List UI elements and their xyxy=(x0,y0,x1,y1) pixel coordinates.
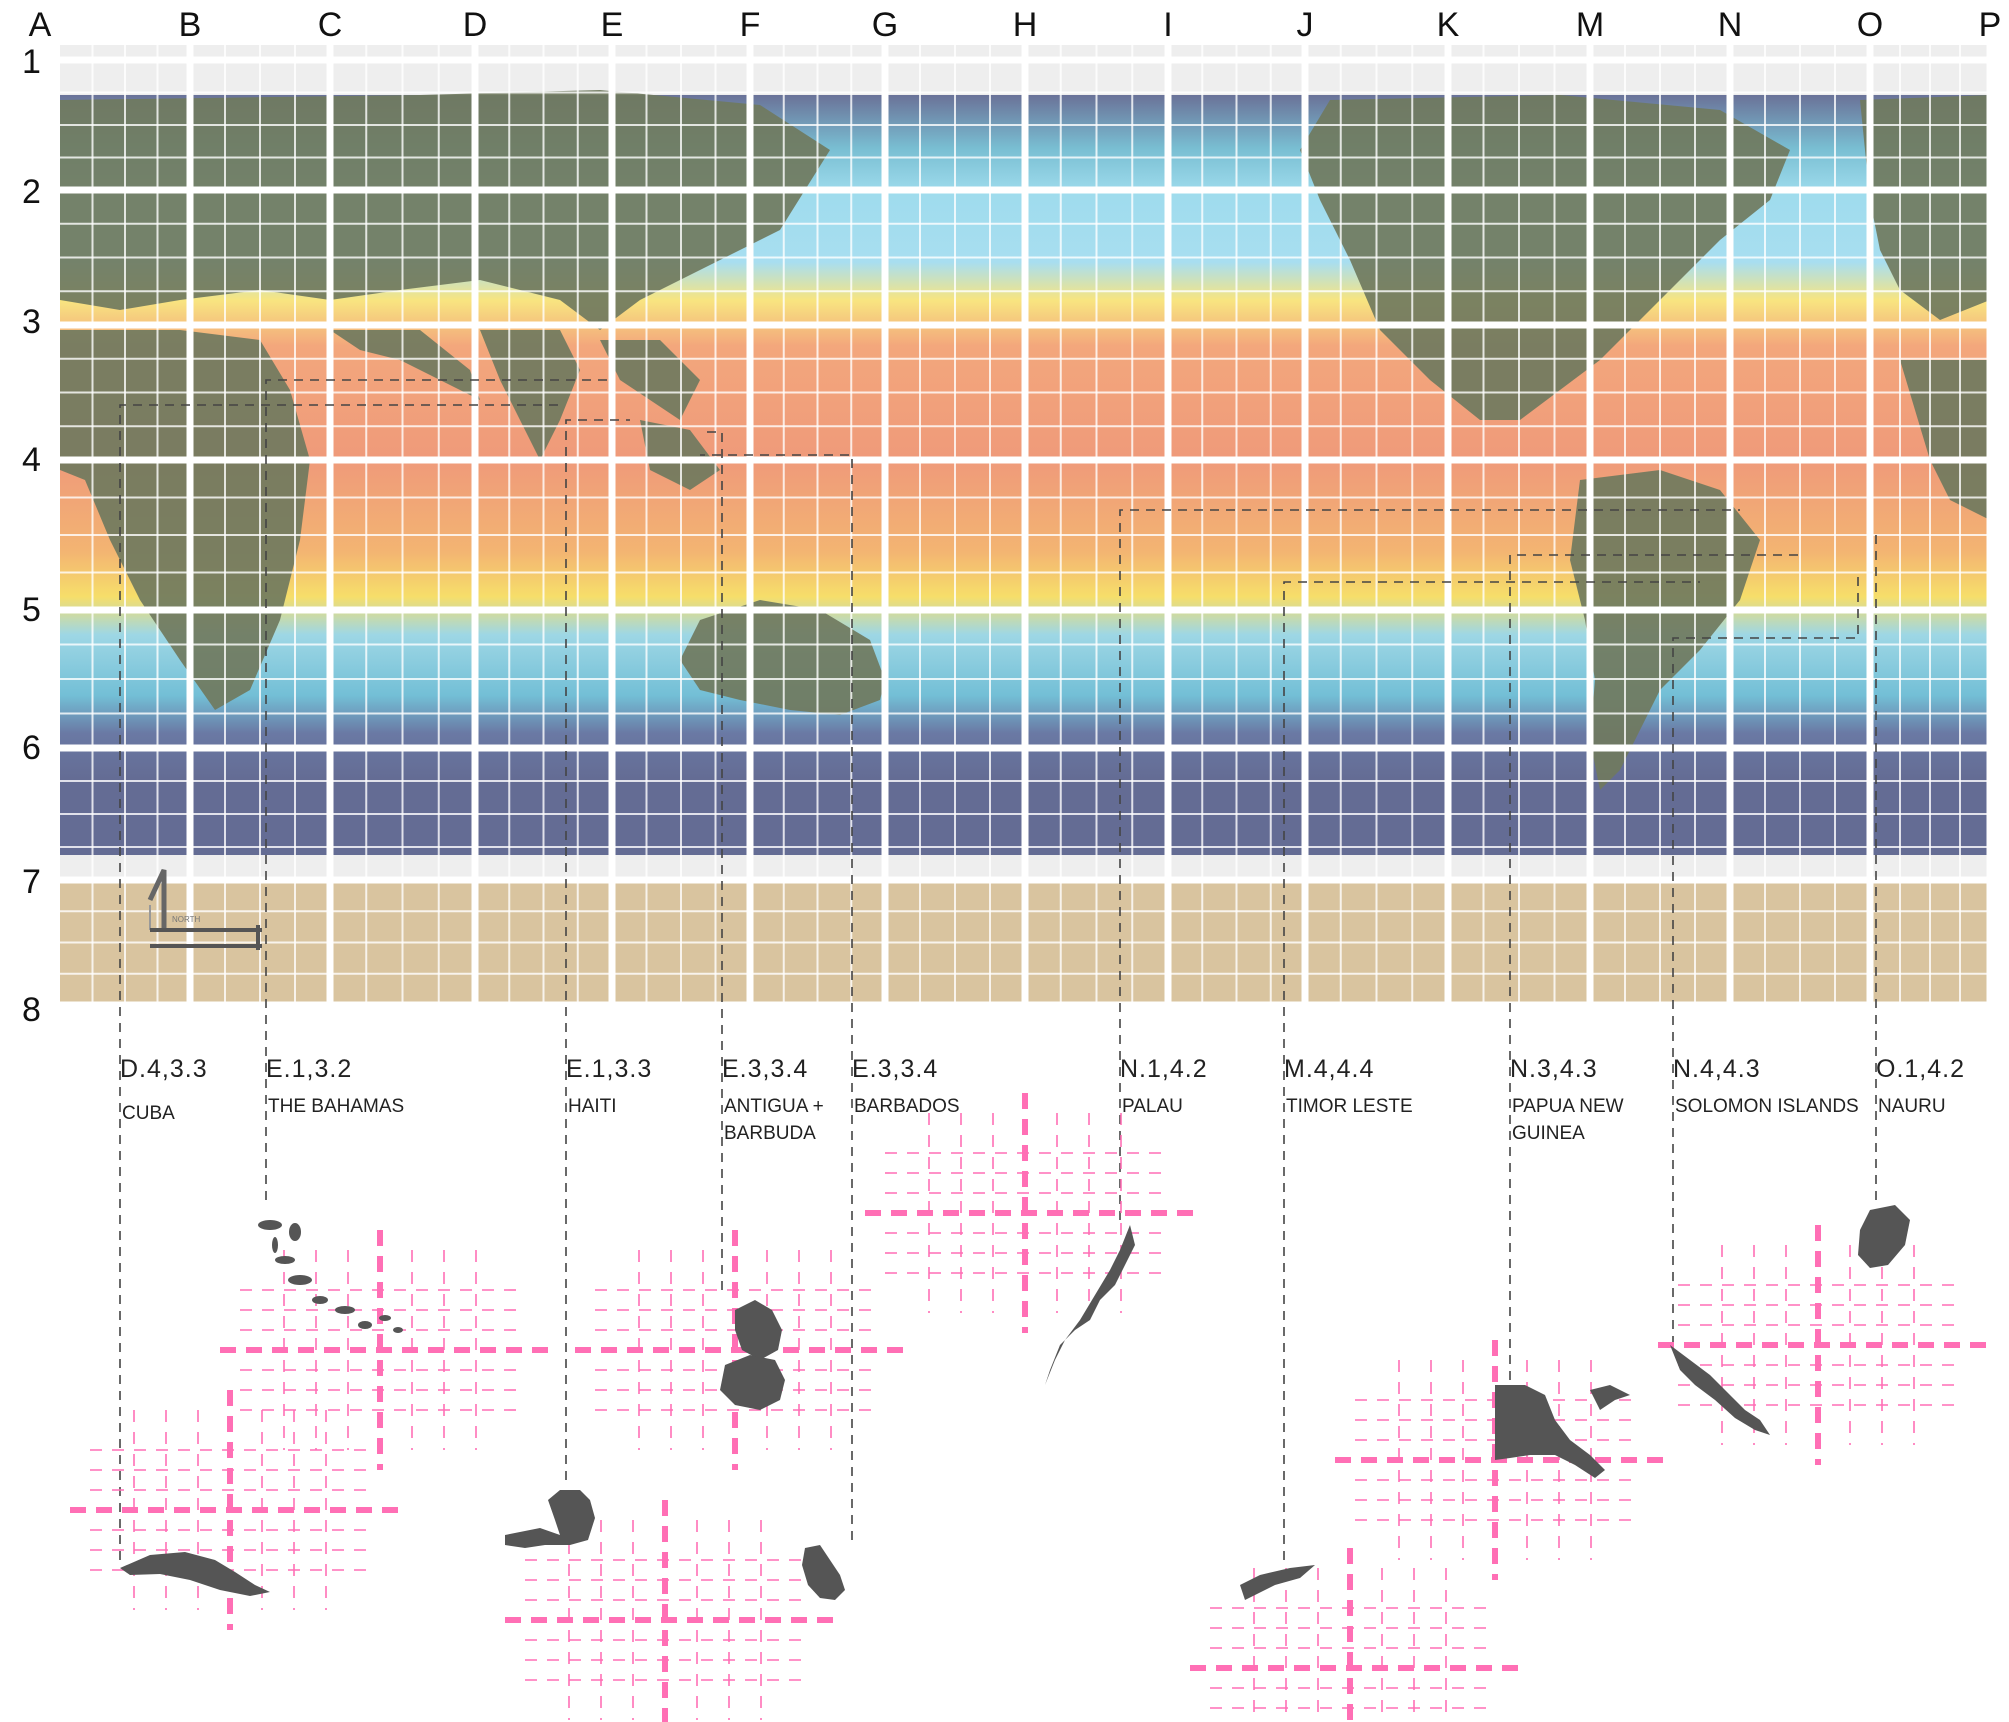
column-label: J xyxy=(1296,6,1314,44)
coord-label-antigua: E.3,3.4 xyxy=(722,1055,809,1083)
pink-grid-haiti xyxy=(505,1500,835,1722)
column-label: H xyxy=(1012,6,1038,44)
coord-label-palau: N.1,4.2 xyxy=(1120,1055,1208,1083)
column-label: D xyxy=(462,6,488,44)
pink-grid-timor xyxy=(1190,1548,1520,1722)
column-label: M xyxy=(1575,6,1605,44)
coord-label-nauru: O.1,4.2 xyxy=(1876,1055,1965,1083)
leader-line-antigua xyxy=(700,431,723,1290)
row-label: 6 xyxy=(22,729,41,767)
png-islands-east xyxy=(1590,1385,1630,1410)
barbados-island xyxy=(802,1545,845,1600)
leader-line-timor xyxy=(1283,581,1700,1560)
cuba-island xyxy=(120,1552,270,1596)
islands xyxy=(120,1205,1910,1600)
column-label: I xyxy=(1163,6,1173,44)
leader-line-solomon xyxy=(1672,570,1859,1345)
coord-label-bahamas: E.1,3.2 xyxy=(266,1055,353,1083)
row-label: 8 xyxy=(22,991,41,1029)
country-name-haiti: HAITI xyxy=(568,1096,617,1117)
country-name-timor: TIMOR LESTE xyxy=(1286,1096,1413,1117)
column-label: E xyxy=(600,6,624,44)
leader-line-barbados xyxy=(700,454,853,1540)
column-label: B xyxy=(178,6,202,44)
column-label: N xyxy=(1717,6,1743,44)
bahamas-islands xyxy=(258,1220,403,1333)
pink-grid-cuba xyxy=(70,1390,400,1630)
leader-line-palau xyxy=(1119,509,1740,1220)
pink-grid-solomon xyxy=(1658,1225,1988,1465)
pink-grid-bahamas xyxy=(220,1230,550,1470)
leader-lines xyxy=(119,379,1877,1560)
pink-grid-antigua xyxy=(575,1230,905,1470)
row-label: 4 xyxy=(22,441,41,479)
nauru-island xyxy=(1858,1205,1910,1268)
compass-label: NORTH xyxy=(172,915,201,924)
country-name-png: PAPUA NEW GUINEA xyxy=(1512,1096,1624,1144)
country-name-palau: PALAU xyxy=(1122,1096,1183,1117)
country-name-nauru: NAURU xyxy=(1878,1096,1946,1117)
leader-line-cuba xyxy=(119,404,560,1560)
country-name-solomon: SOLOMON ISLANDS xyxy=(1675,1096,1859,1117)
country-name-cuba: CUBA xyxy=(122,1103,175,1124)
png-island xyxy=(1495,1385,1605,1478)
coord-label-png: N.3,4.3 xyxy=(1510,1055,1598,1083)
pink-grid-palau xyxy=(865,1093,1195,1333)
row-label: 1 xyxy=(22,43,41,81)
pink-grid-png xyxy=(1335,1340,1665,1580)
country-name-barbados: BARBADOS xyxy=(854,1096,960,1117)
coord-label-cuba: D.4,3.3 xyxy=(120,1055,208,1083)
column-label: A xyxy=(28,6,52,44)
leader-line-png xyxy=(1509,554,1800,1380)
antigua-barbuda-islands xyxy=(720,1300,785,1410)
column-label: F xyxy=(739,6,761,44)
island-grids xyxy=(70,1093,1988,1722)
column-label: P xyxy=(1978,6,2002,44)
major-grid xyxy=(60,45,1994,1009)
coord-label-haiti: E.1,3.3 xyxy=(566,1055,653,1083)
coord-label-timor: M.4,4.4 xyxy=(1284,1055,1375,1083)
row-label: 7 xyxy=(22,863,41,901)
coord-label-solomon: N.4,4.3 xyxy=(1673,1055,1761,1083)
leader-line-bahamas xyxy=(265,379,610,1200)
column-label: C xyxy=(317,6,343,44)
column-label: G xyxy=(871,6,899,44)
country-name-bahamas: THE BAHAMAS xyxy=(268,1096,405,1117)
country-name-antigua: ANTIGUA + BARBUDA xyxy=(724,1096,824,1144)
column-label: K xyxy=(1436,6,1460,44)
solomon-islands xyxy=(1670,1345,1770,1435)
leader-line-haiti xyxy=(565,419,630,1480)
haiti-island xyxy=(505,1490,595,1548)
row-label: 5 xyxy=(22,591,41,629)
column-label: O xyxy=(1856,6,1884,44)
row-label: 2 xyxy=(22,173,41,211)
compass: NORTH xyxy=(147,868,262,950)
timor-leste-island xyxy=(1240,1565,1315,1600)
row-label: 3 xyxy=(22,303,41,341)
palau-islands xyxy=(1045,1225,1135,1385)
coord-label-barbados: E.3,3.4 xyxy=(852,1055,939,1083)
